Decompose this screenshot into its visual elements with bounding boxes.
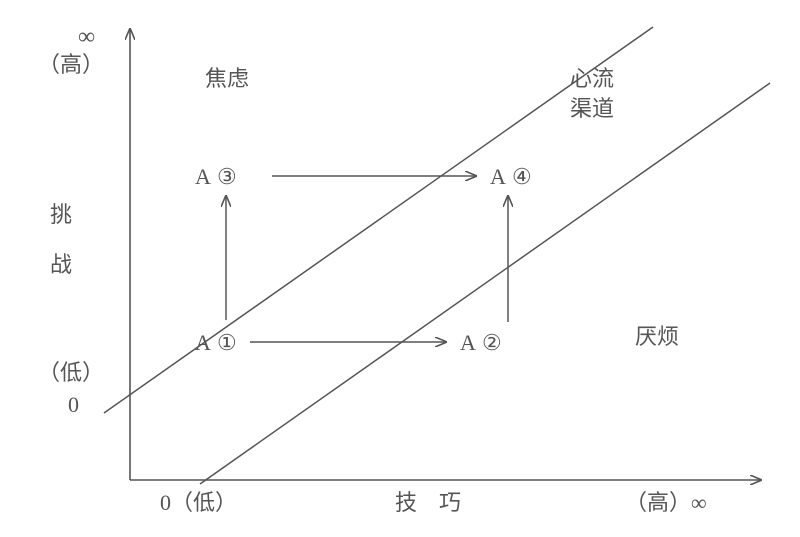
xlabel-zero-low: 0（低）: [160, 490, 237, 515]
xlabel-high-inf: （高）∞: [625, 490, 707, 515]
ylabel-inf: ∞: [78, 24, 95, 50]
ylabel-zero: 0: [68, 392, 79, 417]
svg-text:②: ②: [482, 330, 502, 355]
region-flow-line1: 心流: [570, 66, 614, 91]
flow-diagram: A ① A ② A ③ A ④ 焦虑 心流 渠道 厌烦 ∞ （高） 挑 战 （低…: [0, 0, 800, 537]
region-anxiety: 焦虑: [205, 66, 249, 91]
svg-text:③: ③: [217, 164, 237, 189]
svg-text:①: ①: [217, 330, 237, 355]
region-flow-line2: 渠道: [570, 96, 614, 121]
svg-text:A: A: [195, 330, 211, 355]
region-boredom: 厌烦: [635, 324, 679, 349]
ylabel-axis-c1: 挑: [50, 202, 72, 227]
ylabel-high: （高）: [38, 52, 104, 77]
svg-text:A: A: [195, 164, 211, 189]
point-a2: A ②: [460, 330, 502, 355]
xlabel-axis: 技 巧: [395, 490, 461, 515]
svg-text:A: A: [460, 330, 476, 355]
point-a4: A ④: [490, 164, 532, 189]
ylabel-low: （低）: [38, 360, 104, 385]
ylabel-axis-c2: 战: [50, 252, 72, 277]
svg-text:A: A: [490, 164, 506, 189]
svg-text:④: ④: [512, 164, 532, 189]
channel-line-lower: [200, 83, 770, 484]
point-a3: A ③: [195, 164, 237, 189]
